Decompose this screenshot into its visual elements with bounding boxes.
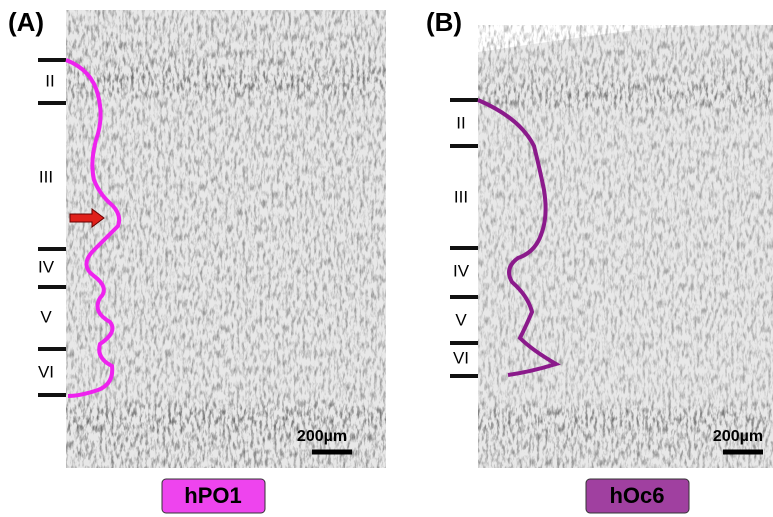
scale-label: 200µm [713, 428, 763, 445]
panel-label: (A) [8, 7, 44, 37]
arrow [69, 208, 105, 228]
area-label: hPO1 [184, 483, 241, 508]
micrograph-a [66, 10, 386, 468]
scale-label: 200µm [297, 428, 347, 445]
layer-label: VI [38, 362, 54, 381]
micrograph-b [478, 24, 773, 469]
profile-curve [477, 98, 561, 377]
area-box [585, 478, 690, 514]
layer-label: IV [38, 257, 55, 276]
layer-label: III [454, 187, 468, 206]
layer-boundaries-a [38, 58, 66, 397]
area-label: hOc6 [609, 483, 664, 508]
layer-label: V [40, 307, 52, 326]
layer-boundaries-b [450, 98, 478, 378]
layer-label: IV [453, 261, 470, 280]
panel-label: (B) [426, 7, 462, 37]
layer-label: II [45, 71, 54, 90]
layer-label: III [39, 167, 53, 186]
layer-label: VI [453, 348, 469, 367]
layer-label: V [455, 310, 467, 329]
layer-label: II [456, 113, 465, 132]
area-box [161, 478, 266, 514]
profile-curve [65, 58, 122, 398]
